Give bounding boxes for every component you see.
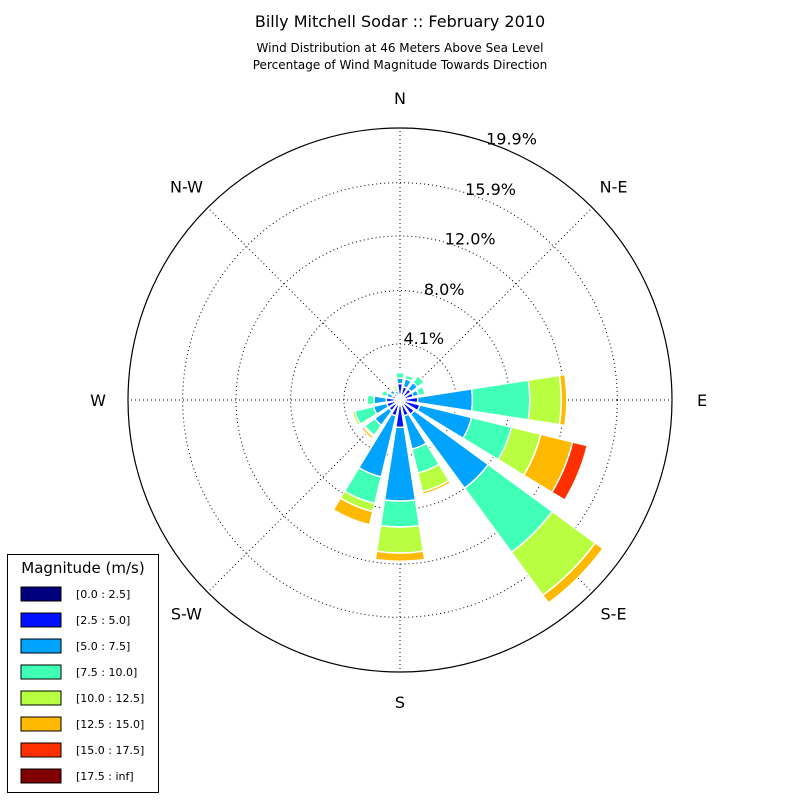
- direction-label-s-w: S-W: [171, 605, 202, 624]
- chart-title: Billy Mitchell Sodar :: February 2010: [254, 12, 546, 31]
- wedge-67.5-bin-4: [421, 384, 428, 395]
- wedge-22.5-bin-4: [405, 372, 416, 379]
- legend-title: Magnitude (m/s): [21, 559, 144, 577]
- legend-swatch: [20, 716, 62, 732]
- radial-tick-label: 19.9%: [486, 130, 537, 149]
- legend-entry-label: [17.5 : inf]: [76, 770, 134, 783]
- wedge-270-bin-2: [373, 395, 388, 405]
- legend-swatch: [20, 768, 62, 784]
- wedge-90-bin-3: [470, 379, 531, 421]
- wedge-90-bin-4: [527, 374, 562, 426]
- wedge-180-bin-5: [374, 550, 426, 562]
- legend-entry-label: [12.5 : 15.0]: [76, 718, 144, 731]
- direction-label-w: W: [90, 391, 106, 410]
- legend-entry-label: [7.5 : 10.0]: [76, 666, 137, 679]
- radial-tick-label: 15.9%: [465, 180, 516, 199]
- grid-spoke: [207, 207, 401, 401]
- legend-swatch: [20, 664, 62, 680]
- wedge-202.5-bin-5: [332, 497, 374, 526]
- wedge-247.5-bin-4: [351, 410, 362, 427]
- wedge-180-bin-3: [379, 499, 421, 528]
- radial-tick-label: 8.0%: [424, 280, 465, 299]
- legend-swatch: [20, 586, 62, 602]
- legend-swatch: [20, 690, 62, 706]
- direction-label-n-e: N-E: [600, 177, 628, 196]
- wedge-157.5-bin-5: [421, 479, 452, 496]
- wedge-315-bin-3: [387, 387, 394, 394]
- legend-entry-label: [15.0 : 17.5]: [76, 744, 144, 757]
- grid-ring: [182, 182, 618, 618]
- direction-label-e: E: [697, 391, 707, 410]
- legend-entry-label: [2.5 : 5.0]: [76, 614, 130, 627]
- direction-label-s: S: [395, 693, 405, 712]
- wedge-45-bin-4: [416, 373, 427, 384]
- legend-swatch: [20, 638, 62, 654]
- direction-label-n-w: N-W: [170, 177, 203, 196]
- radial-tick-label: 4.1%: [403, 329, 444, 348]
- radial-tick-label: 12.0%: [445, 229, 496, 248]
- wedge-292.5-bin-3: [380, 389, 390, 398]
- wedge-337.5-bin-4: [391, 384, 398, 391]
- grid-spoke: [399, 207, 593, 401]
- legend: Magnitude (m/s) [0.0 : 2.5] [2.5 : 5.0] [5.…: [7, 554, 159, 793]
- wedge-270-bin-4: [365, 393, 369, 407]
- legend-entry-label: [10.0 : 12.5]: [76, 692, 144, 705]
- grid-spoke: [207, 399, 401, 593]
- wedge-225-bin-5: [360, 425, 375, 440]
- wedge-112.5-bin-6: [550, 441, 589, 502]
- legend-swatch: [20, 742, 62, 758]
- direction-label-n: N: [394, 89, 406, 108]
- direction-label-s-e: S-E: [601, 605, 627, 624]
- wedge-135-bin-5: [541, 541, 604, 604]
- legend-entry-label: [0.0 : 2.5]: [76, 588, 130, 601]
- polar-frame: [127, 127, 673, 673]
- chart-subtitle-line2: Percentage of Wind Magnitude Towards Dir…: [252, 58, 548, 72]
- legend-swatch: [20, 612, 62, 628]
- legend-entry-label: [5.0 : 7.5]: [76, 640, 130, 653]
- wedge-90-bin-5: [558, 373, 568, 427]
- wedge-180-bin-4: [375, 524, 425, 554]
- wedge-270-bin-3: [366, 394, 376, 406]
- wedge-0-bin-5: [394, 369, 406, 373]
- chart-subtitle-line1: Wind Distribution at 46 Meters Above Sea…: [256, 41, 544, 55]
